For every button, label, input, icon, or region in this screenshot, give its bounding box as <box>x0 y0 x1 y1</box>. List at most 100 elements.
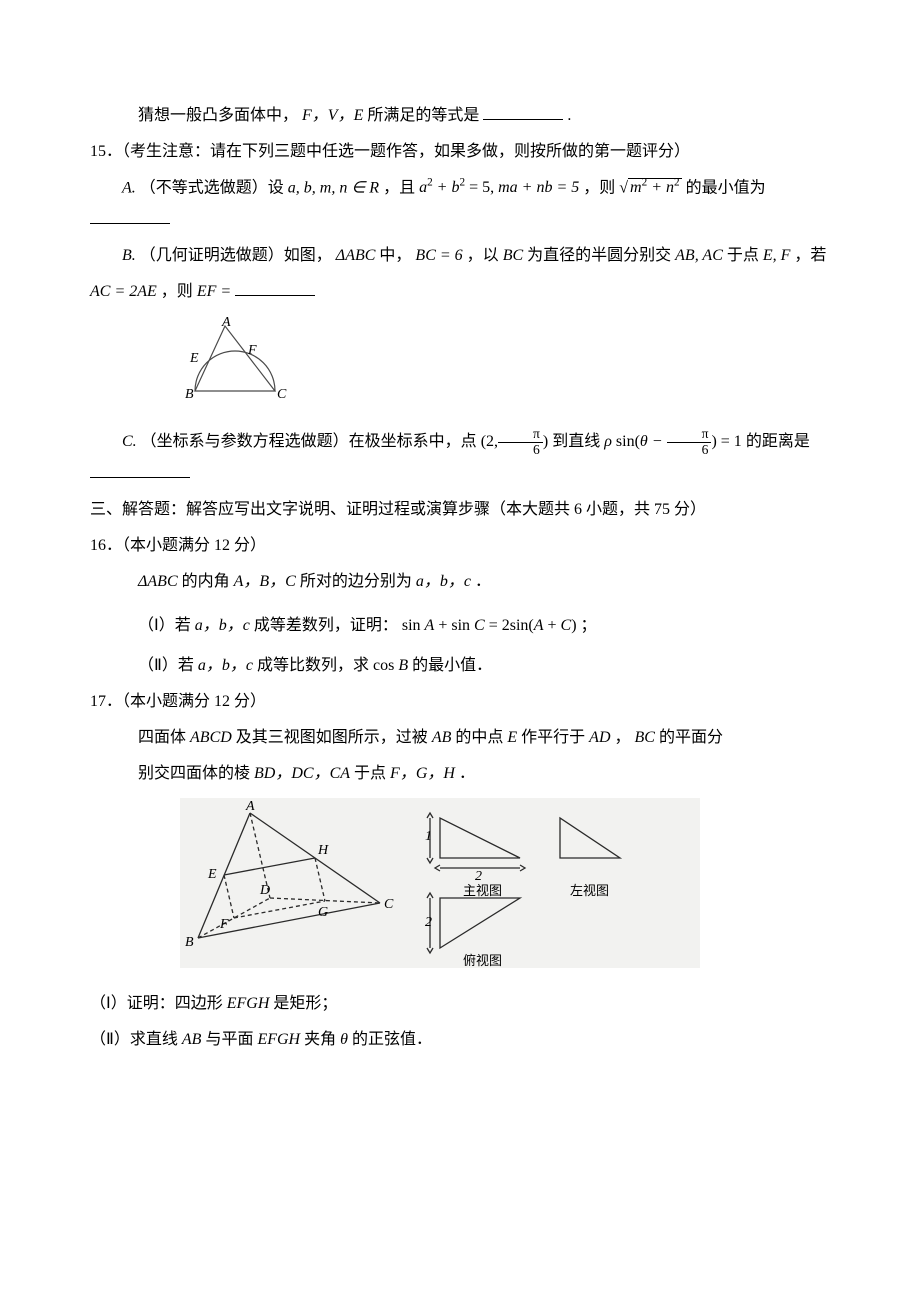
main-two: 2 <box>475 869 482 884</box>
q14-vars: F，V，E <box>302 107 363 124</box>
q17-prefix: 17．（本小题满分 12 分） <box>90 686 830 718</box>
q16-l1d: 所对的边分别为 <box>300 573 412 590</box>
q17-l1i: ， <box>615 729 631 746</box>
q17-l1k: 的平面分 <box>659 729 723 746</box>
q17-p2d: EFGH <box>257 1031 300 1048</box>
q15c-sin: sin( <box>616 433 640 450</box>
q15a-t4: 的最小值为 <box>686 179 766 196</box>
six: 6 <box>498 443 543 458</box>
theta: θ − <box>640 433 663 450</box>
q17-p1b: EFGH <box>227 995 270 1012</box>
q15c-label: C. <box>122 433 137 450</box>
q16-p2d: cos B <box>373 657 408 674</box>
q15c-rho: ρ <box>604 433 612 450</box>
q15b-t7: ，则 <box>161 283 193 300</box>
label-F: F <box>219 917 229 932</box>
var-a: a <box>419 179 427 196</box>
section3-heading: 三、解答题：解答应写出文字说明、证明过程或演算步骤（本大题共 6 小题，共 75… <box>90 494 830 526</box>
q17-figure: A B C D E F G H 1 2 主视图 左视图 <box>180 798 830 980</box>
q15b-label: B. <box>122 247 136 264</box>
q17-l2a: 别交四面体的棱 <box>138 765 250 782</box>
main-one: 1 <box>425 829 432 844</box>
q17-l1j: BC <box>635 729 655 746</box>
q15c-frac2: π6 <box>667 427 712 458</box>
q15c-t2: 到直线 <box>552 433 600 450</box>
q16-l1b: 的内角 <box>182 573 230 590</box>
label-D: D <box>259 883 270 898</box>
q17-l1e: 的中点 <box>455 729 503 746</box>
label-E: E <box>189 351 199 366</box>
q17-l1g: 作平行于 <box>521 729 585 746</box>
q15c-t1: （坐标系与参数方程选做题）在极坐标系中，点 <box>141 433 477 450</box>
q17-l2d: F，G，H <box>390 765 455 782</box>
label-A: A <box>245 799 255 814</box>
q17-l1c: 及其三视图如图所示，过被 <box>236 729 428 746</box>
q17-p2e: 夹角 <box>304 1031 336 1048</box>
q16-p1a: （Ⅰ）若 <box>138 617 191 634</box>
q16-p2a: （Ⅱ）若 <box>138 657 194 674</box>
q15b-bc6: BC = 6 <box>415 247 462 264</box>
q17-p1: （Ⅰ）证明：四边形 EFGH 是矩形； <box>90 988 830 1020</box>
q15c-line: C. （坐标系与参数方程选做题）在极坐标系中，点 (2,π6) 到直线 ρ si… <box>90 426 830 490</box>
q17-p2g: 的正弦值． <box>352 1031 432 1048</box>
q15c-ptclose: ) <box>543 433 548 450</box>
q16-line1: ΔABC 的内角 A，B，C 所对的边分别为 a，b，c ． <box>90 566 830 598</box>
q16-p2e: 的最小值． <box>412 657 492 674</box>
q17-p1c: 是矩形； <box>273 995 337 1012</box>
q16-p2c: 成等比数列，求 <box>257 657 369 674</box>
pi: π <box>498 427 543 443</box>
label-A: A <box>221 316 231 330</box>
q16-abc: ΔABC <box>138 573 178 590</box>
q16-p1: （Ⅰ）若 a，b，c 成等差数列，证明： sin A + sin C = 2si… <box>90 610 830 642</box>
q15c-blank <box>90 459 190 478</box>
q15a-expr1: a, b, m, n ∈ R <box>288 179 379 196</box>
q15b-abac: AB, AC <box>675 247 723 264</box>
q16-prefix: 16．（本小题满分 12 分） <box>90 530 830 562</box>
q15b-t6: ，若 <box>794 247 826 264</box>
q15a-sqrt: √m2 + n2 <box>619 178 681 196</box>
label-C: C <box>384 897 394 912</box>
q16-abc2: a，b，c <box>416 573 471 590</box>
pi2: π <box>667 427 712 443</box>
q15a-line: A. （不等式选做题）设 a, b, m, n ∈ R ，且 a2 + b2 =… <box>90 172 830 236</box>
q15c-pt2: (2, <box>481 433 498 450</box>
q16-p1b: a，b，c <box>195 617 250 634</box>
q17-l2: 别交四面体的棱 BD，DC，CA 于点 F，G，H ． <box>90 758 830 790</box>
q17-l1h: AD <box>589 729 610 746</box>
q15b-t5: 于点 <box>727 247 759 264</box>
top-two: 2 <box>425 915 432 930</box>
q17-p2b: AB <box>182 1031 202 1048</box>
q15a-t2: ，且 <box>383 179 415 196</box>
q17-l1: 四面体 ABCD 及其三视图如图所示，过被 AB 的中点 E 作平行于 AD ，… <box>90 722 830 754</box>
q15b-line2: AC = 2AE ，则 EF = <box>90 276 830 308</box>
q15b-blank <box>235 277 315 296</box>
label-G: G <box>318 905 328 920</box>
q16-ABC: A，B，C <box>234 573 296 590</box>
q16-p1d: ； <box>581 617 597 634</box>
label-B: B <box>185 387 194 402</box>
label-E: E <box>207 867 217 882</box>
q15b-bc: BC <box>503 247 523 264</box>
q17-p2: （Ⅱ）求直线 AB 与平面 EFGH 夹角 θ 的正弦值． <box>90 1024 830 1056</box>
q15b-ef: E, F <box>763 247 791 264</box>
q15b-t3: ，以 <box>467 247 499 264</box>
main-view-label: 主视图 <box>463 883 502 898</box>
left-view-label: 左视图 <box>570 883 609 898</box>
q15a-label: A. <box>122 179 136 196</box>
q17-l2e: ． <box>459 765 475 782</box>
q15b-efv: EF = <box>197 283 231 300</box>
q14-period: . <box>567 107 571 124</box>
q15c-eq1: ) = 1 <box>711 433 741 450</box>
q16-p1c: 成等差数列，证明： <box>254 617 398 634</box>
q14-blank <box>483 101 563 120</box>
q15a-expr2: a2 + b2 = 5, ma + nb = 5 <box>419 179 583 196</box>
eq5: = 5, <box>469 179 494 196</box>
q15b-figure: A B C E F <box>180 316 830 418</box>
q15b-ac2ae: AC = 2AE <box>90 283 157 300</box>
q14-text2: 所满足的等式是 <box>367 107 479 124</box>
q17-l1f: E <box>507 729 517 746</box>
q17-p1a: （Ⅰ）证明：四边形 <box>90 995 223 1012</box>
q17-l1b: ABCD <box>190 729 232 746</box>
q16-p2b: a，b，c <box>198 657 253 674</box>
label-B: B <box>185 935 194 950</box>
